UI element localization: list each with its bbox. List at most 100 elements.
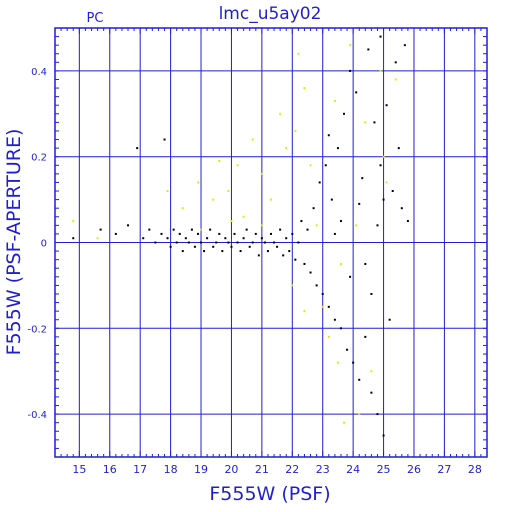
data-point-black	[394, 61, 397, 64]
data-point-black	[163, 138, 166, 141]
data-point-black	[346, 348, 349, 351]
data-point-black	[297, 241, 300, 244]
data-point-black	[406, 220, 409, 223]
data-point-black	[248, 245, 251, 248]
data-point-black	[315, 284, 318, 287]
data-point-black	[273, 241, 276, 244]
data-point-black	[300, 220, 303, 223]
data-point-yellow	[96, 237, 99, 240]
data-point-black	[349, 275, 352, 278]
x-axis-label: F555W (PSF)	[209, 483, 330, 505]
data-point-black	[270, 232, 272, 235]
data-point-black	[370, 391, 373, 394]
data-point-yellow	[339, 262, 342, 265]
data-point-black	[221, 250, 224, 253]
data-point-yellow	[227, 190, 230, 193]
data-point-black	[361, 177, 364, 180]
data-point-black	[172, 228, 175, 231]
data-point-black	[142, 237, 145, 240]
data-point-black	[352, 361, 355, 364]
data-point-black	[166, 237, 169, 240]
x-tick-label: 24	[346, 463, 360, 476]
data-point-black	[187, 241, 190, 244]
data-point-yellow	[364, 121, 367, 124]
y-tick-label: 0.2	[31, 153, 47, 164]
data-point-yellow	[355, 224, 358, 227]
data-point-yellow	[166, 190, 169, 193]
data-point-yellow	[291, 284, 294, 287]
data-point-black	[209, 228, 212, 231]
data-point-black	[251, 241, 254, 244]
data-point-yellow	[336, 361, 339, 364]
data-point-black	[336, 147, 339, 150]
data-point-black	[379, 164, 382, 167]
data-point-black	[400, 207, 403, 210]
data-point-yellow	[294, 129, 297, 132]
data-point-black	[339, 220, 342, 223]
data-point-yellow	[251, 138, 254, 141]
data-point-black	[230, 245, 233, 248]
data-point-yellow	[236, 164, 239, 167]
data-point-yellow	[315, 224, 318, 227]
data-point-black	[279, 228, 282, 231]
data-point-black	[327, 134, 330, 137]
data-point-black	[294, 258, 297, 261]
data-point-black	[148, 228, 151, 231]
data-point-yellow	[72, 220, 75, 223]
data-point-black	[367, 48, 370, 51]
data-point-yellow	[218, 159, 221, 162]
data-point-black	[175, 241, 178, 244]
data-point-black	[160, 232, 163, 235]
data-point-yellow	[270, 198, 272, 201]
x-tick-label: 17	[133, 463, 147, 476]
plot-frame	[54, 27, 488, 458]
data-point-black	[114, 232, 117, 235]
data-point-black	[266, 250, 269, 253]
data-point-yellow	[297, 52, 300, 55]
data-point-black	[181, 250, 184, 253]
x-tick-label: 19	[194, 463, 208, 476]
data-point-black	[403, 44, 406, 47]
data-point-black	[184, 237, 187, 240]
data-point-black	[324, 164, 327, 167]
data-point-black	[349, 69, 352, 72]
data-point-black	[263, 241, 266, 244]
x-tick-label: 23	[316, 463, 330, 476]
detector-label: PC	[87, 11, 104, 26]
x-tick-label: 25	[377, 463, 391, 476]
data-point-black	[391, 190, 394, 193]
data-point-yellow	[181, 207, 184, 210]
data-point-black	[254, 232, 257, 235]
data-point-black	[233, 232, 236, 235]
data-point-black	[227, 241, 230, 244]
data-point-yellow	[279, 112, 282, 115]
data-point-black	[224, 237, 227, 240]
y-tick-label: 0	[41, 239, 47, 250]
data-point-black	[312, 207, 315, 210]
data-point-black	[200, 241, 203, 244]
data-point-black	[303, 262, 306, 265]
data-point-black	[379, 35, 382, 38]
data-point-yellow	[370, 370, 373, 373]
data-point-black	[242, 237, 245, 240]
data-point-yellow	[200, 228, 203, 231]
data-point-black	[212, 245, 215, 248]
data-point-black	[190, 228, 193, 231]
data-point-black	[385, 104, 388, 107]
data-point-black	[376, 413, 379, 416]
data-point-yellow	[385, 181, 388, 184]
data-point-black	[358, 378, 361, 381]
data-point-black	[306, 228, 309, 231]
data-point-black	[358, 202, 361, 205]
data-point-yellow	[196, 181, 199, 184]
data-point-black	[327, 305, 330, 308]
data-point-black	[355, 91, 358, 94]
data-point-black	[388, 318, 391, 321]
grid-lines	[55, 28, 487, 457]
y-axis-label: F555W (PSF-APERTURE)	[3, 129, 25, 356]
data-point-yellow	[303, 310, 306, 313]
data-point-black	[206, 237, 209, 240]
data-point-black	[154, 241, 157, 244]
data-point-black	[333, 232, 336, 235]
x-tick-label: 27	[437, 463, 451, 476]
